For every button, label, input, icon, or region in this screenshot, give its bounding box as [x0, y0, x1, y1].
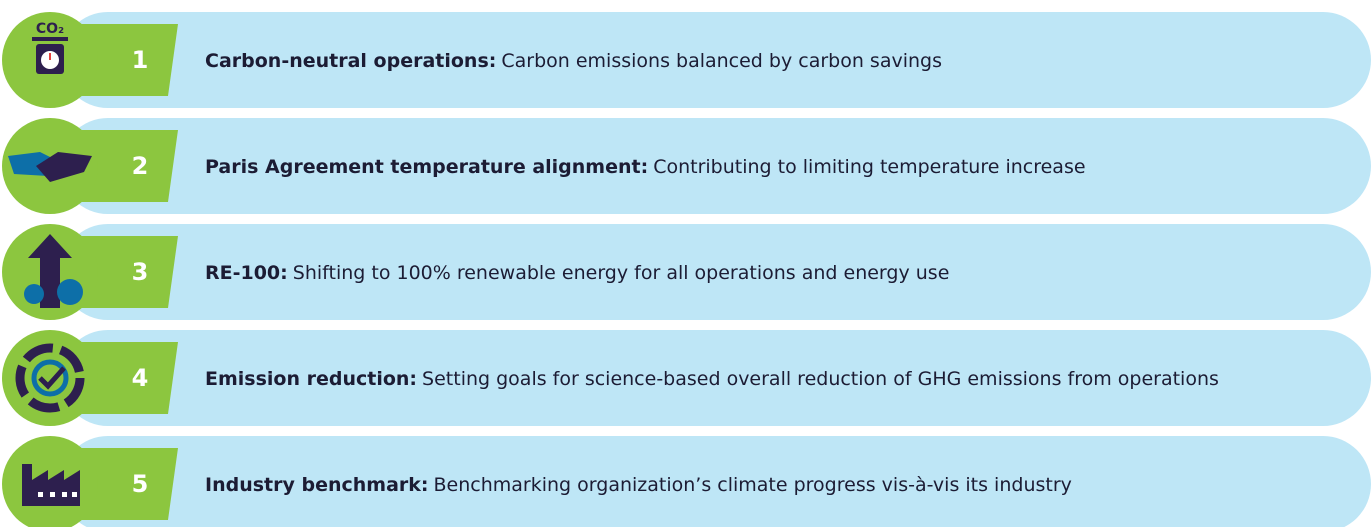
- row-text: Carbon-neutral operations: Carbon emissio…: [205, 50, 942, 72]
- money-bag-left: [24, 284, 44, 304]
- icon: CO₂: [32, 21, 68, 74]
- row-description: Shifting to 100% renewable energy for al…: [293, 262, 950, 284]
- list-row: 3 RE-100: Shifting to 100% renewable energ…: [2, 224, 1371, 320]
- row-number: 2: [132, 152, 149, 180]
- row-title: Paris Agreement temperature alignment:: [205, 156, 648, 178]
- row-title: Carbon-neutral operations:: [205, 50, 496, 72]
- row-text: Paris Agreement temperature alignment: Co…: [205, 156, 1086, 178]
- row-description: Setting goals for science-based overall …: [422, 368, 1219, 390]
- row-number: 4: [132, 364, 149, 392]
- row-text: RE-100: Shifting to 100% renewable energy…: [205, 262, 949, 284]
- row-background: [60, 224, 1371, 320]
- icon: [24, 234, 83, 308]
- row-title: Industry benchmark:: [205, 474, 429, 496]
- row-background: [60, 436, 1371, 527]
- row-text: Emission reduction: Setting goals for sci…: [205, 368, 1219, 390]
- icon-label: CO₂: [36, 21, 64, 37]
- row-description: Contributing to limiting temperature inc…: [653, 156, 1085, 178]
- list-row: 2 Paris Agreement temperature alignment: C…: [2, 118, 1371, 214]
- row-title: Emission reduction:: [205, 368, 417, 390]
- factory-window: [50, 492, 55, 497]
- row-background: [60, 330, 1371, 426]
- row-number: 5: [132, 470, 149, 498]
- arrow-up: [28, 234, 72, 308]
- row-description: Benchmarking organization’s climate prog…: [434, 474, 1072, 496]
- scale-plate: [32, 37, 68, 41]
- list-row: 1 Carbon-neutral operations: Carbon emissi…: [2, 12, 1371, 108]
- target-inner: [31, 359, 69, 397]
- row-number: 1: [132, 46, 149, 74]
- factory-window: [38, 492, 43, 497]
- row-text: Industry benchmark: Benchmarking organiza…: [205, 474, 1072, 496]
- icon: [15, 343, 85, 413]
- row-background: [60, 12, 1371, 108]
- list-row: 5 Industry benchmark: Benchmarking organiz…: [2, 436, 1371, 527]
- icon: [8, 152, 92, 182]
- row-description: Carbon emissions balanced by carbon savi…: [501, 50, 942, 72]
- hand-right: [36, 152, 92, 182]
- icon: [22, 464, 80, 506]
- row-background: [60, 118, 1371, 214]
- row-number: 3: [132, 258, 149, 286]
- list-row: 4 Emission reduction: Setting goals for sc…: [2, 330, 1371, 426]
- money-bag-right: [57, 279, 83, 305]
- factory-window: [62, 492, 67, 497]
- factory-window: [72, 492, 77, 497]
- target-ring: [15, 343, 85, 413]
- check-mark: [38, 366, 66, 390]
- row-title: RE-100:: [205, 262, 288, 284]
